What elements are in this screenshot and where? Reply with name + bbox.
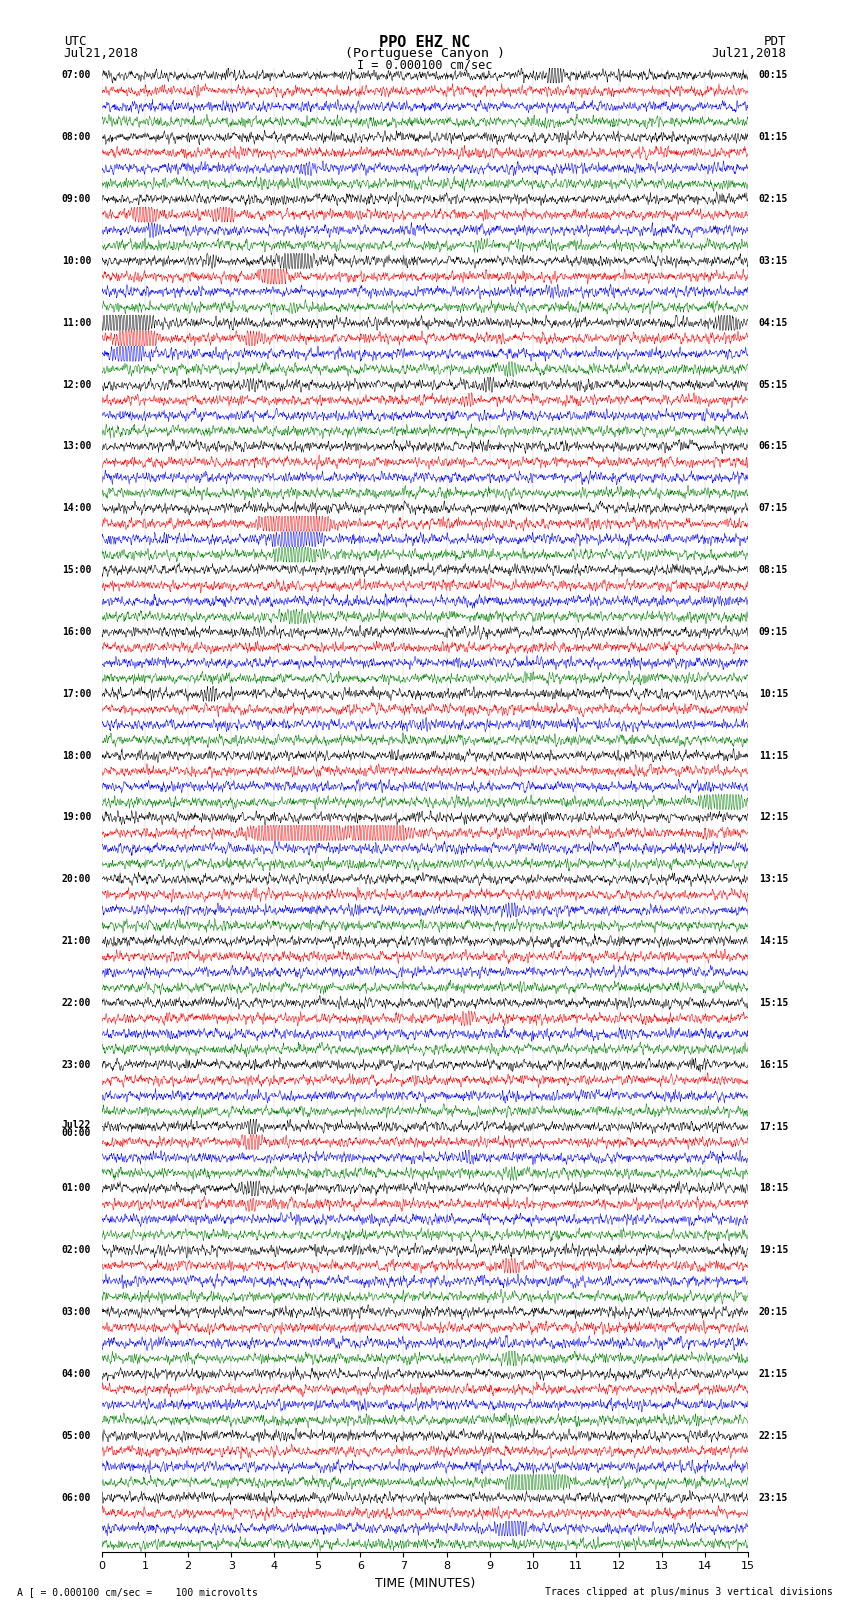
Text: 07:00: 07:00	[62, 71, 91, 81]
Text: 15:00: 15:00	[62, 565, 91, 576]
Text: 09:15: 09:15	[759, 627, 788, 637]
Text: 08:00: 08:00	[62, 132, 91, 142]
Text: 23:00: 23:00	[62, 1060, 91, 1069]
Text: 02:00: 02:00	[62, 1245, 91, 1255]
Text: 21:00: 21:00	[62, 936, 91, 947]
Text: 18:15: 18:15	[759, 1184, 788, 1194]
Text: 12:00: 12:00	[62, 379, 91, 390]
Text: 03:15: 03:15	[759, 256, 788, 266]
Text: 09:00: 09:00	[62, 194, 91, 205]
Text: 05:00: 05:00	[62, 1431, 91, 1440]
Text: 17:15: 17:15	[759, 1121, 788, 1132]
Text: 10:15: 10:15	[759, 689, 788, 698]
Text: 03:00: 03:00	[62, 1307, 91, 1318]
Text: PDT: PDT	[764, 35, 786, 48]
Text: (Portuguese Canyon ): (Portuguese Canyon )	[345, 47, 505, 60]
Text: 16:00: 16:00	[62, 627, 91, 637]
Text: 14:00: 14:00	[62, 503, 91, 513]
Text: I = 0.000100 cm/sec: I = 0.000100 cm/sec	[357, 58, 493, 71]
Text: 06:15: 06:15	[759, 442, 788, 452]
Text: 00:15: 00:15	[759, 71, 788, 81]
Text: 12:15: 12:15	[759, 813, 788, 823]
Text: 18:00: 18:00	[62, 750, 91, 761]
Text: 02:15: 02:15	[759, 194, 788, 205]
Text: A [ = 0.000100 cm/sec =    100 microvolts: A [ = 0.000100 cm/sec = 100 microvolts	[17, 1587, 258, 1597]
Text: 20:15: 20:15	[759, 1307, 788, 1318]
Text: 13:15: 13:15	[759, 874, 788, 884]
Text: 17:00: 17:00	[62, 689, 91, 698]
Text: 04:00: 04:00	[62, 1369, 91, 1379]
Text: 15:15: 15:15	[759, 998, 788, 1008]
Text: 22:00: 22:00	[62, 998, 91, 1008]
Text: 04:15: 04:15	[759, 318, 788, 327]
Text: 11:00: 11:00	[62, 318, 91, 327]
Text: 14:15: 14:15	[759, 936, 788, 947]
Text: Jul22: Jul22	[62, 1119, 91, 1131]
Text: 01:15: 01:15	[759, 132, 788, 142]
Text: 10:00: 10:00	[62, 256, 91, 266]
Text: 06:00: 06:00	[62, 1492, 91, 1503]
X-axis label: TIME (MINUTES): TIME (MINUTES)	[375, 1578, 475, 1590]
Text: 21:15: 21:15	[759, 1369, 788, 1379]
Text: Traces clipped at plus/minus 3 vertical divisions: Traces clipped at plus/minus 3 vertical …	[545, 1587, 833, 1597]
Text: 05:15: 05:15	[759, 379, 788, 390]
Text: 20:00: 20:00	[62, 874, 91, 884]
Text: 16:15: 16:15	[759, 1060, 788, 1069]
Text: 01:00: 01:00	[62, 1184, 91, 1194]
Text: 11:15: 11:15	[759, 750, 788, 761]
Text: 22:15: 22:15	[759, 1431, 788, 1440]
Text: Jul21,2018: Jul21,2018	[711, 47, 786, 60]
Text: 00:00: 00:00	[62, 1127, 91, 1137]
Text: 07:15: 07:15	[759, 503, 788, 513]
Text: 08:15: 08:15	[759, 565, 788, 576]
Text: 19:15: 19:15	[759, 1245, 788, 1255]
Text: PPO EHZ NC: PPO EHZ NC	[379, 35, 471, 50]
Text: Jul21,2018: Jul21,2018	[64, 47, 139, 60]
Text: 23:15: 23:15	[759, 1492, 788, 1503]
Text: UTC: UTC	[64, 35, 86, 48]
Text: 13:00: 13:00	[62, 442, 91, 452]
Text: 19:00: 19:00	[62, 813, 91, 823]
